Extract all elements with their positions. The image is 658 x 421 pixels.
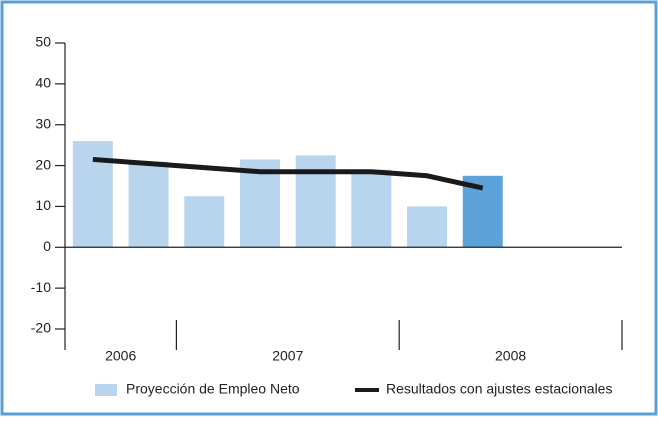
bar bbox=[128, 161, 169, 248]
y-tick-label: 40 bbox=[35, 75, 51, 91]
legend-label: Resultados con ajustes estacionales bbox=[386, 381, 612, 397]
bar bbox=[407, 206, 448, 248]
y-tick-label: 20 bbox=[35, 156, 51, 172]
y-tick-label: 30 bbox=[35, 115, 51, 131]
legend-label: Proyección de Empleo Neto bbox=[126, 381, 300, 397]
legend-swatch bbox=[95, 384, 117, 396]
y-tick-label: -10 bbox=[31, 279, 51, 295]
bar bbox=[295, 155, 336, 248]
line bbox=[92, 156, 484, 191]
x-group-label: 2007 bbox=[272, 348, 303, 364]
x-group-label: 2008 bbox=[495, 348, 526, 364]
y-tick-label: 0 bbox=[43, 238, 51, 254]
x-group-label: 2006 bbox=[105, 348, 136, 364]
y-tick-label: 10 bbox=[35, 197, 51, 213]
bar bbox=[351, 169, 392, 248]
bar bbox=[184, 196, 225, 248]
y-tick-label: -20 bbox=[31, 320, 51, 336]
bar bbox=[72, 141, 113, 248]
y-tick-label: 50 bbox=[35, 34, 51, 50]
